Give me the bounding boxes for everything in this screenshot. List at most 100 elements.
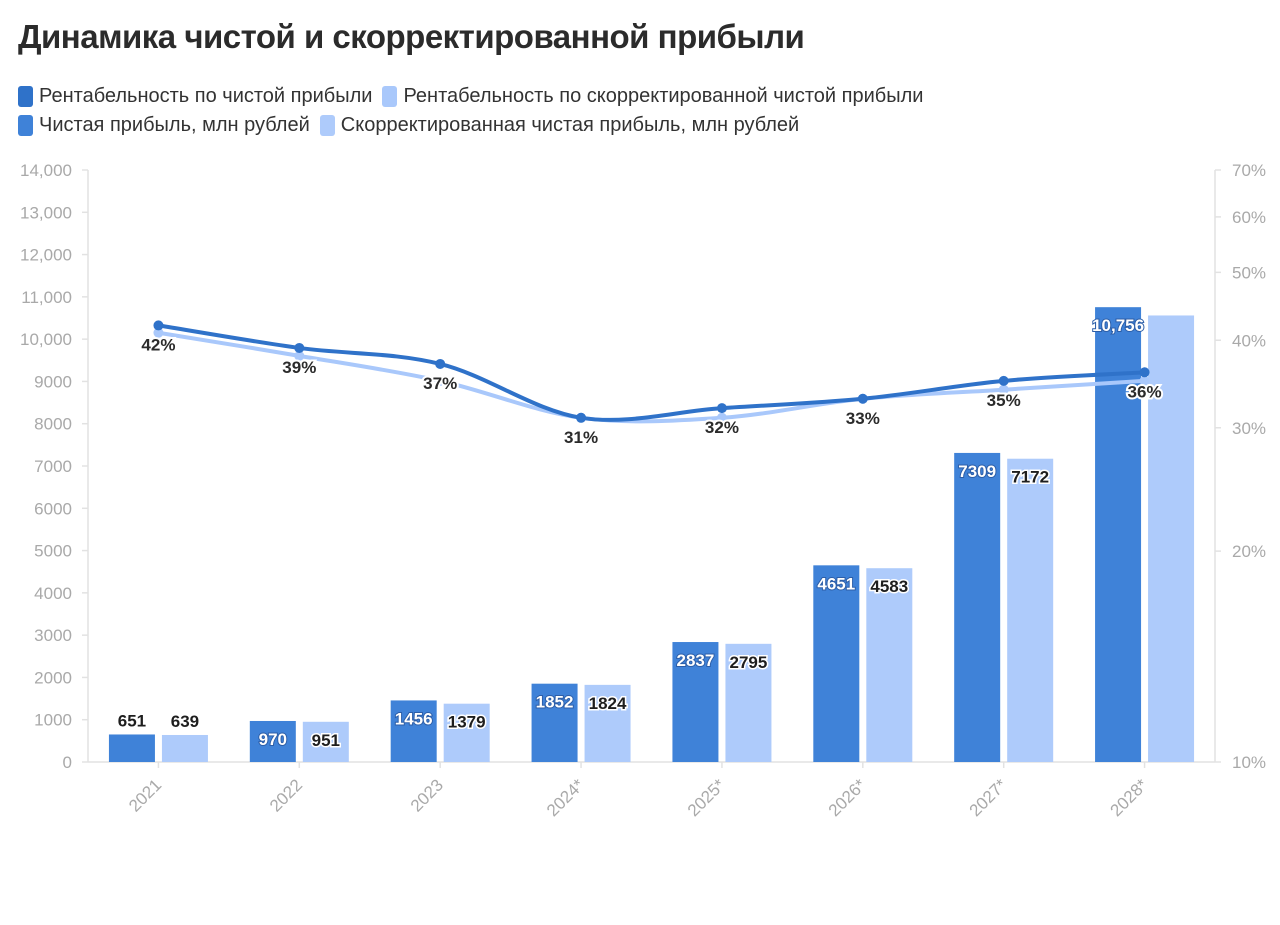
y-left-tick-label: 6000 bbox=[34, 499, 72, 518]
bar-value-label: 4651 bbox=[817, 574, 855, 593]
legend-item-net-profit[interactable]: Чистая прибыль, млн рублей bbox=[18, 114, 310, 137]
bar-adjusted-profit bbox=[866, 568, 913, 762]
point-net-margin bbox=[998, 375, 1009, 386]
bar-value-label: 7172 bbox=[1011, 468, 1049, 487]
bar-adjusted-profit bbox=[443, 703, 490, 762]
bar-value-label: 1379 bbox=[448, 713, 486, 732]
margin-value-label: 37% bbox=[423, 374, 457, 393]
legend-swatch bbox=[319, 115, 335, 136]
y-left-tick-label: 0 bbox=[63, 753, 72, 772]
margin-value-label: 39% bbox=[282, 358, 316, 377]
bar-value-label: 651 bbox=[118, 711, 146, 730]
y-left-tick-label: 9000 bbox=[34, 372, 72, 391]
legend-row-2: Чистая прибыль, млн рублей Скорректирова… bbox=[18, 111, 1018, 140]
y-left-tick-label: 3000 bbox=[34, 626, 72, 645]
y-left-tick-label: 14,000 bbox=[20, 161, 72, 180]
point-adjusted-margin bbox=[294, 350, 305, 361]
x-tick-label: 2024* bbox=[543, 775, 588, 820]
legend-row-1: Рентабельность по чистой прибыли Рентабе… bbox=[18, 82, 1018, 111]
point-adjusted-margin bbox=[716, 412, 727, 423]
y-left-tick-label: 4000 bbox=[34, 584, 72, 603]
legend-swatch bbox=[382, 86, 398, 107]
bar-value-label: 2795 bbox=[730, 653, 768, 672]
line-net-margin bbox=[156, 323, 1147, 422]
legend-item-net-margin[interactable]: Рентабельность по чистой прибыли bbox=[18, 85, 372, 108]
bar-value-label: 1456 bbox=[395, 709, 433, 728]
x-tick-label: 2025* bbox=[684, 775, 729, 820]
x-tick-label: 2027* bbox=[966, 775, 1011, 820]
legend-swatch bbox=[18, 115, 33, 136]
legend-item-adjusted-margin[interactable]: Рентабельность по скорректированной чист… bbox=[382, 85, 923, 108]
margin-value-label: 35% bbox=[987, 391, 1021, 410]
y-left-tick-label: 13,000 bbox=[20, 203, 72, 222]
legend-item-adjusted-profit[interactable]: Скорректированная чистая прибыль, млн ру… bbox=[319, 114, 800, 137]
bar-net-profit bbox=[813, 565, 860, 762]
y-right-tick-label: 10% bbox=[1232, 753, 1266, 772]
point-net-margin bbox=[576, 412, 587, 423]
point-net-margin bbox=[294, 342, 305, 353]
y-left-tick-label: 8000 bbox=[34, 415, 72, 434]
bar-net-profit bbox=[672, 642, 719, 762]
legend-label: Рентабельность по скорректированной чист… bbox=[403, 85, 924, 107]
y-left-tick-label: 11,000 bbox=[21, 288, 72, 307]
y-right-tick-label: 30% bbox=[1232, 419, 1266, 438]
y-left-tick-label: 2000 bbox=[34, 668, 72, 687]
line-adjusted-margin bbox=[156, 330, 1147, 424]
bar-adjusted-profit bbox=[1007, 458, 1054, 762]
margin-value-label: 33% bbox=[846, 409, 880, 428]
chart-title: Динамика чистой и скорректированной приб… bbox=[18, 18, 805, 55]
y-right-tick-label: 40% bbox=[1232, 331, 1266, 350]
x-tick-label: 2026* bbox=[825, 775, 870, 820]
point-net-margin bbox=[435, 358, 446, 369]
bar-net-profit bbox=[390, 700, 437, 762]
margin-value-label: 36% bbox=[1128, 382, 1162, 401]
bar-adjusted-profit bbox=[161, 734, 208, 762]
bar-value-label: 970 bbox=[259, 730, 287, 749]
bar-adjusted-profit bbox=[725, 643, 772, 762]
point-adjusted-margin bbox=[153, 327, 164, 338]
point-net-margin bbox=[857, 393, 868, 404]
bar-adjusted-profit bbox=[302, 721, 349, 762]
y-left-tick-label: 7000 bbox=[34, 457, 72, 476]
y-left-tick-label: 1000 bbox=[34, 711, 72, 730]
point-net-margin bbox=[716, 403, 727, 414]
y-left-tick-label: 10,000 bbox=[20, 330, 72, 349]
point-net-margin bbox=[153, 320, 164, 331]
margin-value-label: 31% bbox=[564, 428, 598, 447]
point-net-margin bbox=[1139, 367, 1150, 378]
bar-value-label: 951 bbox=[312, 731, 340, 750]
bar-net-profit bbox=[954, 452, 1001, 762]
y-left-tick-label: 5000 bbox=[34, 542, 72, 561]
bar-net-profit bbox=[249, 720, 296, 762]
bar-value-label: 2837 bbox=[677, 651, 715, 670]
x-tick-label: 2022 bbox=[266, 775, 306, 815]
legend-label: Чистая прибыль, млн рублей bbox=[39, 114, 310, 136]
point-adjusted-margin bbox=[998, 384, 1009, 395]
legend-label: Рентабельность по чистой прибыли bbox=[39, 85, 373, 107]
legend-swatch bbox=[18, 86, 33, 107]
x-tick-label: 2021 bbox=[125, 775, 165, 815]
x-tick-label: 2023 bbox=[407, 775, 447, 815]
x-tick-label: 2028* bbox=[1107, 775, 1152, 820]
bar-value-label: 4583 bbox=[870, 577, 908, 596]
point-adjusted-margin bbox=[435, 375, 446, 386]
bar-value-label: 639 bbox=[171, 712, 199, 731]
bar-adjusted-profit bbox=[1148, 315, 1195, 762]
bar-value-label: 1852 bbox=[536, 693, 574, 712]
bar-value-label: 7309 bbox=[958, 462, 996, 481]
y-left-tick-label: 12,000 bbox=[20, 246, 72, 265]
bar-value-label: 1824 bbox=[589, 694, 627, 713]
y-right-tick-label: 60% bbox=[1232, 208, 1266, 227]
y-right-tick-label: 50% bbox=[1232, 263, 1266, 282]
combo-chart: 0 1000 2000 3000 4000 5000 6000 7000 8000 9000 10,… bbox=[20, 161, 1266, 820]
bar-net-profit bbox=[531, 683, 578, 762]
legend-label: Скорректированная чистая прибыль, млн ру… bbox=[340, 114, 800, 136]
bar-value-label: 10,756 bbox=[1092, 316, 1144, 335]
y-right-tick-label: 20% bbox=[1232, 542, 1266, 561]
point-adjusted-margin bbox=[1139, 375, 1150, 386]
margin-value-label: 32% bbox=[705, 418, 739, 437]
y-right-tick-label: 70% bbox=[1232, 161, 1266, 180]
legend: Рентабельность по чистой прибыли Рентабе… bbox=[18, 82, 1018, 140]
bar-adjusted-profit bbox=[584, 684, 631, 762]
margin-value-label: 42% bbox=[141, 335, 175, 354]
